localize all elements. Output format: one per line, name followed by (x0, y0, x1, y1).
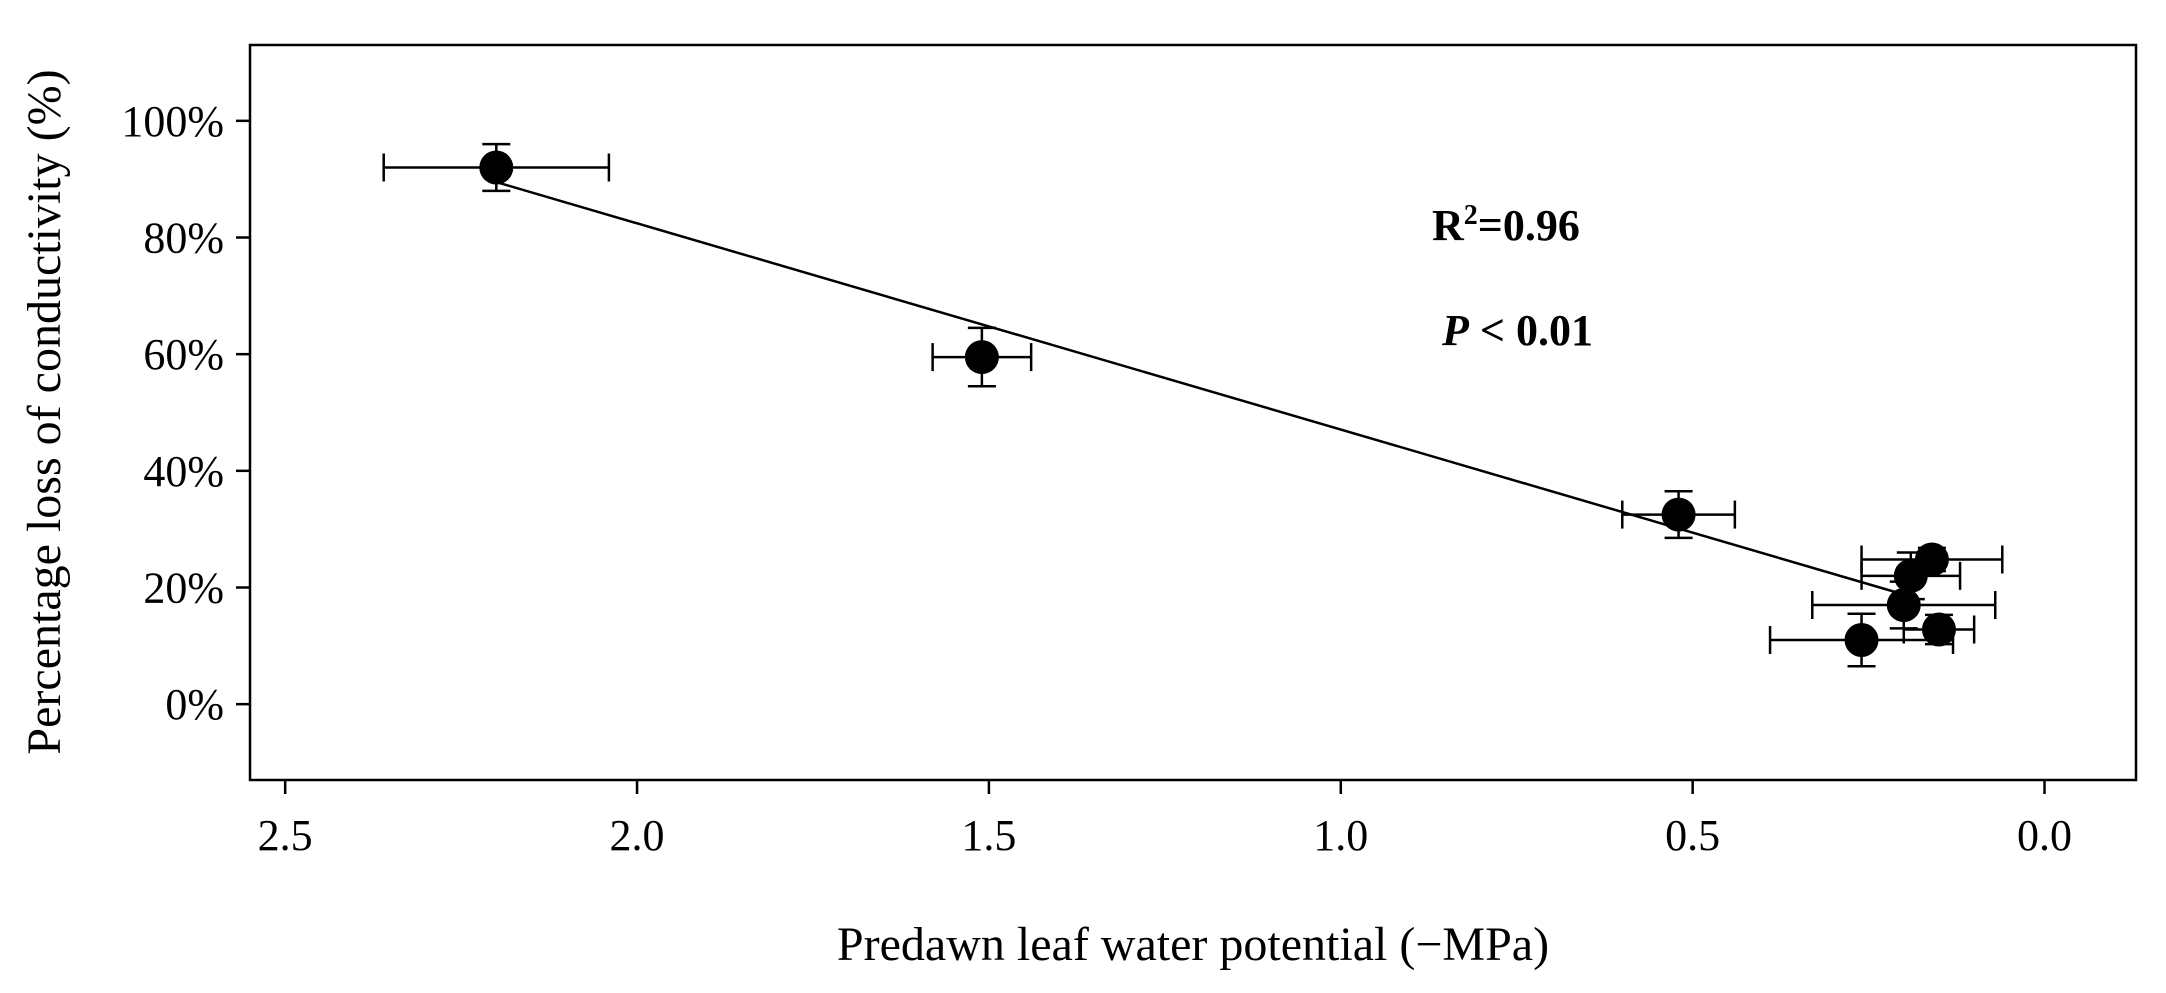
data-point (1893, 558, 1928, 593)
y-tick-label: 20% (143, 564, 224, 613)
y-tick-label: 100% (121, 97, 224, 146)
y-axis-title: Percentage loss of conductivity (%) (18, 69, 71, 754)
y-axis: 0% 20% 40% 60% 80% 100% (121, 97, 250, 729)
error-bars (382, 142, 2004, 668)
x-tick-label: 2.0 (610, 811, 665, 860)
data-point (1921, 612, 1956, 647)
r-squared-value: =0.96 (1478, 201, 1580, 250)
p-value-annotation: P < 0.01 (1441, 306, 1593, 355)
data-point (964, 340, 999, 375)
r-squared-superscript: 2 (1464, 200, 1478, 231)
p-symbol: P (1441, 306, 1470, 355)
y-tick-label: 0% (165, 680, 224, 729)
data-points (479, 150, 1956, 657)
regression-line-group (495, 180, 1905, 596)
data-point (1661, 497, 1696, 532)
y-tick-label: 40% (143, 447, 224, 496)
x-tick-label: 1.5 (961, 811, 1016, 860)
data-point (1886, 588, 1921, 622)
x-tick-label: 2.5 (258, 811, 313, 860)
x-tick-label: 1.0 (1313, 811, 1368, 860)
data-point (479, 150, 514, 185)
p-value: < 0.01 (1469, 306, 1593, 355)
plot-frame (248, 43, 2138, 782)
y-tick-label: 60% (143, 330, 224, 379)
regression-line (495, 180, 1905, 596)
x-axis: 2.5 2.0 1.5 1.0 0.5 0.0 (258, 780, 2072, 860)
x-tick-label: 0.5 (1665, 811, 1720, 860)
x-tick-label: 0.0 (2017, 811, 2072, 860)
y-tick-label: 80% (143, 214, 224, 263)
r-squared-prefix: R (1432, 201, 1465, 250)
x-axis-title: Predawn leaf water potential (−MPa) (837, 918, 1549, 971)
r-squared-annotation: R2=0.96 (1432, 200, 1580, 250)
data-point (1844, 623, 1879, 657)
